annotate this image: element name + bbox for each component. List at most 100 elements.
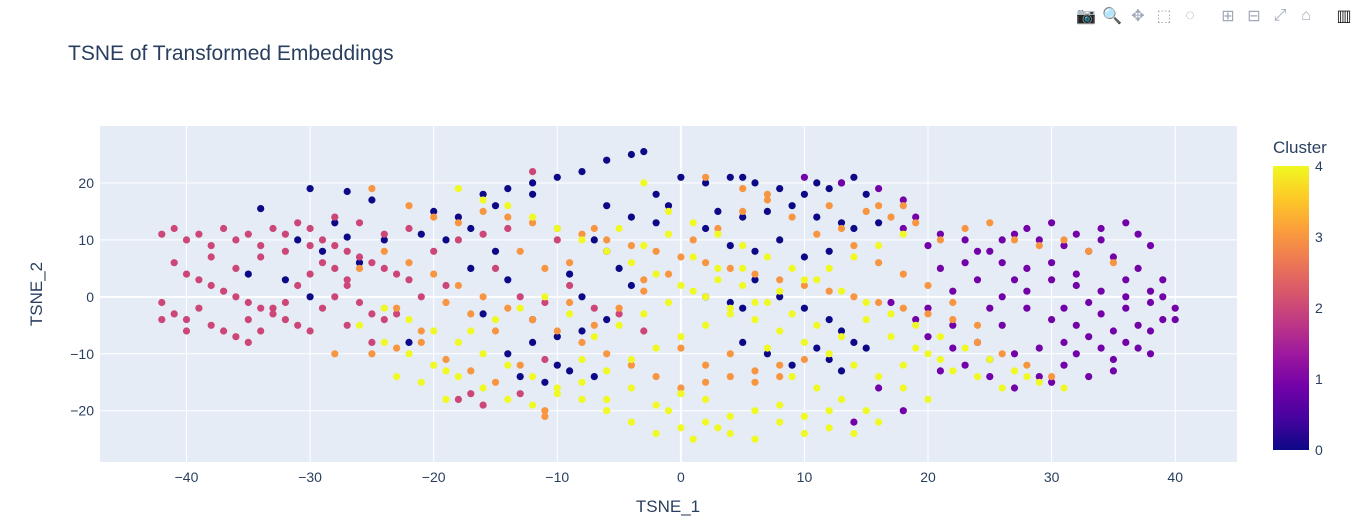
data-point-cluster-0[interactable]	[739, 173, 747, 181]
data-point-cluster-1[interactable]	[1060, 304, 1068, 312]
data-point-cluster-1[interactable]	[1060, 242, 1068, 250]
data-point-cluster-4[interactable]	[615, 224, 623, 233]
data-point-cluster-3[interactable]	[368, 350, 376, 358]
data-point-cluster-1[interactable]	[1023, 264, 1031, 272]
data-point-cluster-4[interactable]	[825, 350, 833, 358]
data-point-cluster-2[interactable]	[294, 321, 302, 329]
data-point-cluster-3[interactable]	[467, 310, 475, 318]
data-point-cluster-0[interactable]	[491, 247, 500, 255]
data-point-cluster-2[interactable]	[417, 293, 425, 301]
data-point-cluster-2[interactable]	[257, 253, 265, 261]
data-point-cluster-3[interactable]	[1035, 242, 1043, 250]
data-point-cluster-1[interactable]	[1097, 344, 1105, 352]
data-point-cluster-2[interactable]	[170, 310, 178, 318]
data-point-cluster-4[interactable]	[825, 424, 833, 432]
data-point-cluster-3[interactable]	[405, 202, 413, 210]
data-point-cluster-3[interactable]	[479, 207, 487, 215]
data-point-cluster-0[interactable]	[294, 236, 302, 244]
data-point-cluster-4[interactable]	[763, 298, 772, 307]
data-point-cluster-3[interactable]	[541, 407, 549, 415]
data-point-cluster-4[interactable]	[603, 247, 611, 255]
data-point-cluster-2[interactable]	[331, 242, 339, 250]
data-point-cluster-1[interactable]	[1134, 344, 1142, 352]
data-point-cluster-3[interactable]	[739, 207, 747, 215]
data-point-cluster-4[interactable]	[529, 373, 537, 381]
data-point-cluster-3[interactable]	[491, 378, 500, 386]
data-point-cluster-1[interactable]	[1085, 333, 1093, 341]
data-point-cluster-4[interactable]	[1010, 367, 1019, 375]
data-point-cluster-4[interactable]	[405, 316, 413, 324]
data-point-cluster-3[interactable]	[800, 281, 809, 290]
data-point-cluster-4[interactable]	[430, 327, 438, 335]
data-point-cluster-0[interactable]	[763, 350, 772, 358]
data-point-cluster-2[interactable]	[257, 242, 265, 250]
data-point-cluster-1[interactable]	[1060, 361, 1068, 369]
data-point-cluster-4[interactable]	[529, 401, 537, 409]
data-point-cluster-4[interactable]	[788, 264, 796, 272]
data-point-cluster-0[interactable]	[850, 338, 858, 346]
data-point-cluster-4[interactable]	[714, 230, 722, 238]
data-point-cluster-3[interactable]	[825, 202, 833, 210]
data-point-cluster-3[interactable]	[603, 236, 611, 244]
data-point-cluster-0[interactable]	[553, 333, 561, 341]
data-point-cluster-0[interactable]	[590, 373, 598, 381]
data-point-cluster-1[interactable]	[1048, 378, 1056, 386]
data-point-cluster-2[interactable]	[195, 276, 203, 284]
data-point-cluster-1[interactable]	[936, 264, 945, 272]
data-point-cluster-2[interactable]	[244, 316, 252, 324]
zoom-out-icon[interactable]: ⊟	[1247, 8, 1261, 25]
data-point-cluster-4[interactable]	[702, 293, 710, 301]
data-point-cluster-2[interactable]	[244, 338, 252, 346]
data-point-cluster-4[interactable]	[936, 333, 945, 341]
data-point-cluster-1[interactable]	[1159, 293, 1167, 301]
data-point-cluster-0[interactable]	[306, 185, 314, 193]
data-point-cluster-0[interactable]	[368, 196, 376, 204]
data-point-cluster-0[interactable]	[726, 242, 734, 250]
data-point-cluster-1[interactable]	[875, 185, 883, 193]
data-point-cluster-4[interactable]	[355, 321, 364, 329]
data-point-cluster-4[interactable]	[702, 321, 710, 329]
data-point-cluster-3[interactable]	[875, 202, 883, 210]
data-point-cluster-3[interactable]	[800, 355, 809, 364]
data-point-cluster-0[interactable]	[813, 344, 821, 352]
data-point-cluster-0[interactable]	[541, 378, 549, 386]
data-point-cluster-4[interactable]	[875, 242, 883, 250]
data-point-cluster-0[interactable]	[578, 168, 586, 176]
data-point-cluster-0[interactable]	[726, 173, 734, 181]
data-point-cluster-1[interactable]	[998, 259, 1006, 267]
data-point-cluster-4[interactable]	[800, 429, 809, 438]
box-select-icon[interactable]: ⬚	[1156, 8, 1172, 25]
data-point-cluster-2[interactable]	[232, 333, 240, 341]
data-point-cluster-4[interactable]	[739, 264, 747, 272]
data-point-cluster-0[interactable]	[652, 219, 660, 227]
data-point-cluster-2[interactable]	[355, 219, 364, 227]
data-point-cluster-0[interactable]	[603, 202, 611, 210]
data-point-cluster-1[interactable]	[899, 407, 907, 415]
data-point-cluster-3[interactable]	[899, 304, 907, 312]
lasso-select-icon[interactable]: ◌	[1185, 7, 1195, 24]
data-point-cluster-3[interactable]	[837, 224, 846, 233]
data-point-cluster-0[interactable]	[862, 190, 870, 198]
data-point-cluster-2[interactable]	[541, 355, 549, 364]
data-point-cluster-4[interactable]	[603, 395, 611, 403]
data-point-cluster-4[interactable]	[800, 412, 809, 420]
data-point-cluster-3[interactable]	[529, 316, 537, 324]
data-point-cluster-3[interactable]	[652, 247, 660, 255]
data-point-cluster-2[interactable]	[220, 224, 228, 233]
data-point-cluster-3[interactable]	[664, 270, 673, 278]
data-point-cluster-2[interactable]	[380, 316, 388, 324]
data-point-cluster-2[interactable]	[269, 224, 277, 233]
data-point-cluster-4[interactable]	[603, 407, 611, 415]
data-point-cluster-4[interactable]	[590, 333, 598, 341]
data-point-cluster-4[interactable]	[479, 384, 487, 392]
data-point-cluster-2[interactable]	[269, 310, 277, 318]
data-point-cluster-1[interactable]	[1072, 230, 1080, 238]
data-point-cluster-1[interactable]	[961, 236, 969, 244]
data-point-cluster-4[interactable]	[689, 253, 697, 261]
data-point-cluster-0[interactable]	[800, 304, 809, 312]
data-point-cluster-1[interactable]	[924, 242, 932, 250]
data-point-cluster-4[interactable]	[664, 230, 673, 238]
data-point-cluster-2[interactable]	[306, 327, 314, 335]
data-point-cluster-0[interactable]	[467, 224, 475, 233]
data-point-cluster-0[interactable]	[615, 264, 623, 272]
